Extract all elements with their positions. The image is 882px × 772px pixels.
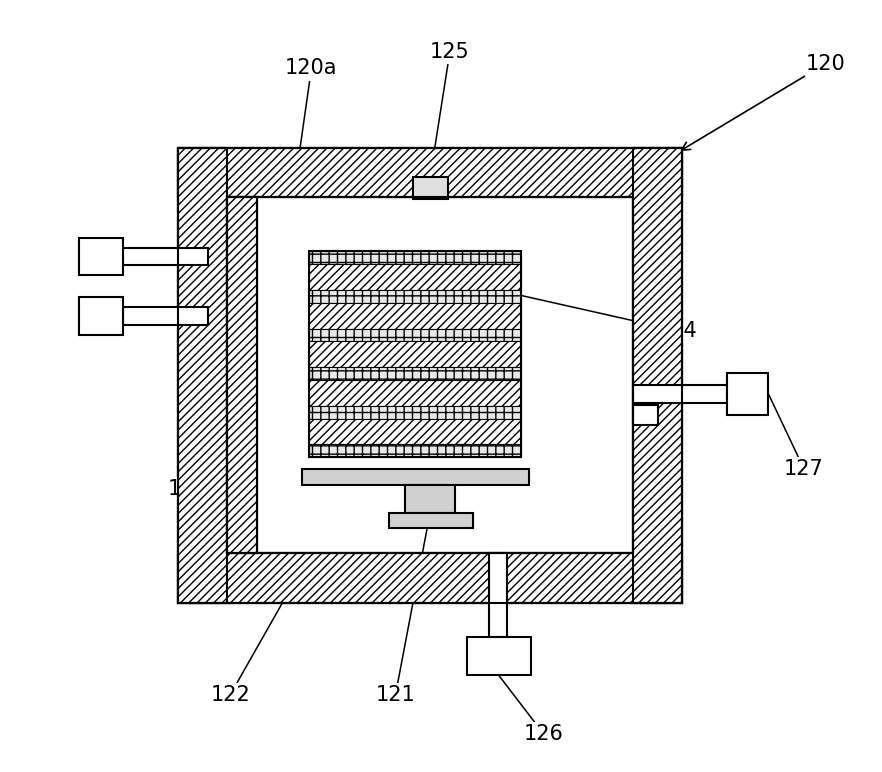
Bar <box>310 445 521 457</box>
Bar <box>178 147 228 603</box>
Bar <box>310 329 521 341</box>
Text: 121: 121 <box>376 513 430 705</box>
Bar <box>178 147 683 197</box>
Bar <box>310 418 521 445</box>
Bar <box>123 248 207 266</box>
Bar <box>633 385 727 403</box>
Bar <box>406 485 455 513</box>
Bar <box>178 147 683 197</box>
Bar <box>79 238 123 275</box>
Bar <box>633 147 683 603</box>
Text: 128: 128 <box>78 242 118 265</box>
Bar <box>228 197 257 554</box>
Text: 122: 122 <box>211 578 296 705</box>
Text: 123: 123 <box>168 479 243 499</box>
Bar <box>414 178 448 199</box>
Bar <box>228 197 257 554</box>
Bar <box>467 637 531 675</box>
Bar <box>228 197 633 554</box>
Bar <box>178 554 683 603</box>
Bar <box>79 297 123 334</box>
Bar <box>178 147 228 603</box>
Bar <box>178 554 683 603</box>
Bar <box>490 554 507 637</box>
Bar <box>389 513 473 529</box>
Bar <box>310 303 521 329</box>
Bar <box>727 373 768 415</box>
Text: 128: 128 <box>78 302 118 330</box>
Bar <box>310 341 521 367</box>
Bar <box>633 405 658 425</box>
Text: 125: 125 <box>430 42 470 178</box>
Bar <box>123 306 207 325</box>
Bar <box>302 469 529 485</box>
Bar <box>310 290 521 303</box>
Bar <box>633 147 683 603</box>
Bar <box>310 264 521 290</box>
Bar <box>228 197 257 554</box>
Text: 120: 120 <box>682 53 846 151</box>
Bar <box>310 380 521 406</box>
Text: 127: 127 <box>768 394 824 479</box>
Bar <box>228 197 633 554</box>
Bar <box>310 252 521 264</box>
Bar <box>310 367 521 380</box>
Text: 120a: 120a <box>285 59 338 172</box>
Text: 126: 126 <box>498 675 564 744</box>
Bar <box>178 147 683 603</box>
Bar <box>178 147 683 603</box>
Text: 124: 124 <box>501 291 698 340</box>
Bar <box>310 406 521 418</box>
Bar <box>228 197 633 554</box>
Bar <box>310 252 521 457</box>
